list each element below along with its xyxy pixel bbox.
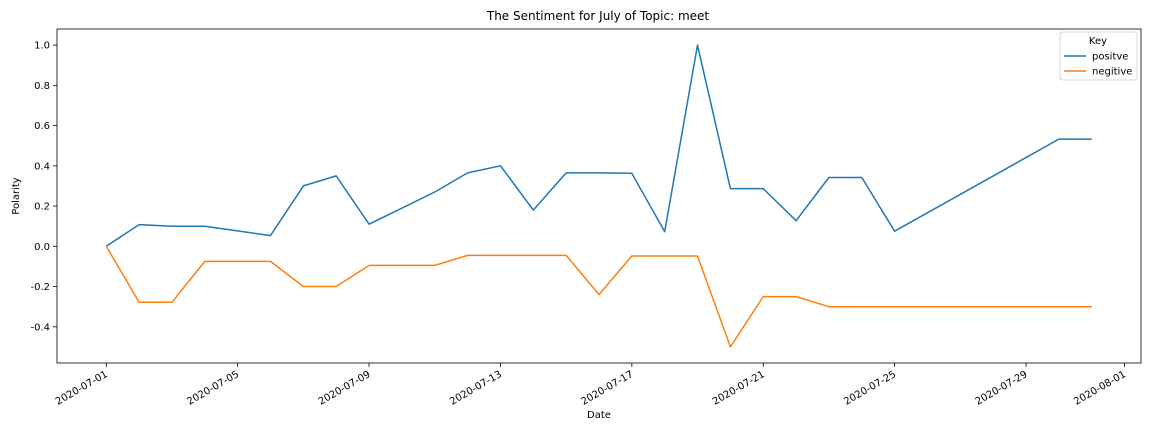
chart-title: The Sentiment for July of Topic: meet [486,9,710,23]
series-line-negitive [105,245,1092,348]
legend-label-positve: positve [1092,52,1128,63]
series-line-positve [105,44,1092,247]
plot-frame [56,28,1142,364]
series-lines [105,44,1092,348]
plot-area: 1.00.80.60.40.20.0-0.2-0.4 2020-07-01 202… [30,28,1142,408]
x-tick-label: 2020-07-13 [448,369,504,408]
x-tick-label: 2020-07-17 [580,369,636,408]
x-tick-label: 2020-08-01 [1072,369,1128,408]
x-tick-label: 2020-07-21 [711,369,767,408]
legend: Key positve negitive [1059,31,1138,81]
y-tick-label: 0.8 [34,81,50,92]
legend-title: Key [1089,36,1107,47]
y-tick-label: 0.6 [34,121,50,132]
y-tick-label: 0.4 [34,161,50,172]
x-tick-label: 2020-07-01 [54,369,110,408]
x-tick-label: 2020-07-09 [317,369,373,408]
legend-label-negitive: negitive [1092,67,1132,78]
legend-box [1059,31,1138,81]
y-tick-label: 0.0 [34,242,50,253]
x-tick-label: 2020-07-05 [185,369,241,408]
y-tick-label: -0.4 [30,322,50,333]
y-tick-label: 1.0 [34,41,50,52]
x-axis-label: Date [587,410,611,421]
x-tick-label: 2020-07-29 [974,369,1030,408]
x-tick-label: 2020-07-25 [842,369,898,408]
y-axis: 1.0 0.8 0.6 0.4 0.2 0.0 -0.2 -0.4 [30,41,57,333]
y-tick-label: -0.2 [30,282,50,293]
y-tick-label: 0.2 [34,202,50,213]
x-axis: 2020-07-01 2020-07-05 2020-07-09 2020-07-13… [54,363,1128,408]
y-axis-label: Polarity [11,177,22,215]
